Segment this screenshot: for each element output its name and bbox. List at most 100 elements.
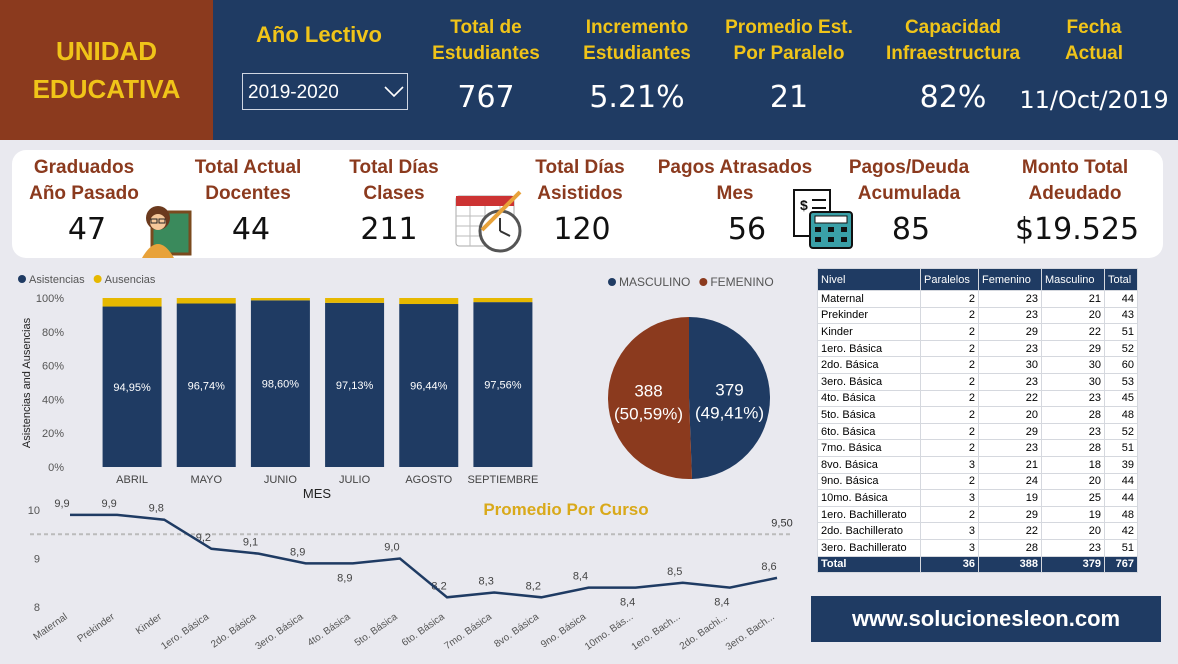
table-cell: 9no. Básica (817, 472, 921, 491)
table-cell: 2 (920, 505, 979, 524)
table-cell: Prekinder (817, 306, 921, 325)
column-header: Nivel (817, 268, 921, 291)
table-cell: 19 (1041, 505, 1105, 524)
header-kpi-label: Total de (450, 17, 522, 38)
year-dropdown[interactable]: 2019-2020 (242, 73, 408, 110)
table-row: 6to. Básica 2 29 23 52 (817, 422, 1138, 441)
table-cell: 3ero. Básica (817, 372, 921, 391)
table-cell: Kinder (817, 323, 921, 341)
table-cell: 18 (1041, 455, 1105, 474)
x-tick-label: JUNIO (264, 474, 297, 486)
line-value-label: 9,8 (149, 503, 164, 515)
footer-url: www.solucionesleon.com (851, 606, 1121, 631)
table-cell: 30 (1041, 372, 1105, 391)
table-cell: 52 (1104, 422, 1138, 441)
table-cell: 24 (978, 472, 1042, 491)
table-cell: 45 (1104, 389, 1138, 408)
x-tick-label: Kinder (134, 611, 165, 637)
x-tick-label: 5to. Básica (353, 611, 400, 649)
header-kpi-value: 11/Oct/2019 (1019, 86, 1169, 114)
table-cell: 42 (1104, 522, 1138, 540)
table-cell: 48 (1104, 406, 1138, 424)
x-tick-label: MAYO (190, 474, 222, 486)
pie-slice (608, 317, 692, 479)
x-tick-label: 2do. Bachi... (678, 611, 730, 652)
legend-marker (699, 278, 708, 286)
line-value-label: 8,2 (526, 580, 541, 592)
kpi-label: Adeudado (1028, 183, 1122, 204)
x-tick-label: Maternal (32, 611, 70, 642)
header-kpi-label: Promedio Est. (725, 17, 853, 38)
table-cell: 2 (920, 306, 979, 325)
pie-percent-label: (49,41%) (695, 403, 764, 422)
table-cell: 20 (1041, 522, 1105, 540)
table-cell: 23 (1041, 538, 1105, 557)
line-value-label: 9,9 (101, 498, 116, 510)
table-cell: 2 (920, 290, 979, 308)
column-header: Femenino (978, 268, 1042, 291)
table-cell: 29 (978, 505, 1042, 524)
table-cell: 2 (920, 323, 979, 341)
table-cell: 48 (1104, 505, 1138, 524)
x-tick-label: 10mo. Bás... (583, 611, 635, 652)
table-row: 3ero. Bachillerato 3 28 23 51 (817, 538, 1138, 557)
column-header: Paralelos (920, 268, 979, 291)
table-cell: 2 (920, 422, 979, 441)
kpi-value: 120 (553, 212, 611, 247)
column-header: Total (1104, 268, 1138, 291)
x-tick-label: 7mo. Básica (443, 611, 495, 652)
table-cell: 29 (1041, 339, 1105, 358)
kpi-label: Pagos Atrasados (657, 157, 813, 178)
kpi-label: Mes (716, 183, 754, 204)
calendar-icon (455, 190, 522, 253)
footer: www.solucionesleon.com (811, 596, 1161, 642)
table-total-row: Total 36 388 379 767 (817, 555, 1138, 574)
table-row: 1ero. Básica 2 23 29 52 (817, 339, 1138, 358)
teacher-icon (142, 206, 192, 258)
table-cell: 20 (1041, 306, 1105, 325)
kpi-panel (12, 150, 1163, 258)
x-tick-label: 3ero. Básica (254, 611, 306, 652)
line-value-label: 8,4 (714, 597, 729, 609)
table-cell: 21 (1041, 290, 1105, 308)
kpi-label: Acumulada (857, 183, 961, 204)
table-row: 2do. Básica 2 30 30 60 (817, 356, 1138, 374)
table-cell: 3 (920, 538, 979, 557)
header-kpi-label: Infraestructura (885, 43, 1021, 64)
table-cell: 51 (1104, 538, 1138, 557)
bar-segment (399, 298, 459, 305)
table-cell: 28 (978, 538, 1042, 557)
header-kpi-label: Por Paralelo (733, 43, 845, 64)
table-row: Kinder 2 29 22 51 (817, 323, 1138, 341)
table-cell: 23 (978, 372, 1042, 391)
table-cell: 2 (920, 372, 979, 391)
legend-label: Asistencias (29, 274, 85, 286)
bar-label: 98,60% (262, 379, 300, 391)
bar-label: 96,44% (410, 381, 448, 393)
y-tick-label: 8 (34, 602, 40, 614)
line-value-label: 9,0 (384, 542, 399, 554)
line-value-label: 8,4 (573, 571, 588, 583)
table-cell: 2 (920, 389, 979, 408)
kpi-label: Total Días (535, 157, 625, 178)
table-cell: 23 (1041, 389, 1105, 408)
legend-label: FEMENINO (710, 275, 773, 289)
header-kpi-label: Actual (1064, 43, 1124, 64)
header-kpi-label: Fecha (1066, 17, 1122, 38)
line-value-label: 9,1 (243, 537, 258, 549)
bar-segment (325, 298, 385, 303)
x-tick-label: 6to. Básica (400, 611, 447, 649)
table-row: 4to. Básica 2 22 23 45 (817, 389, 1138, 408)
table-row: 10mo. Básica 3 19 25 44 (817, 489, 1138, 507)
table-cell: 19 (978, 489, 1042, 507)
x-tick-label: 1ero. Bach... (630, 611, 683, 653)
table-cell: 1ero. Básica (817, 339, 921, 358)
y-tick-label: 40% (42, 394, 64, 406)
table-header: Nivel Paralelos Femenino Masculino Total (817, 268, 1138, 291)
bar-label: 97,56% (484, 380, 522, 392)
y-tick-label: 80% (42, 327, 64, 339)
x-tick-label: 3ero. Bach... (724, 611, 777, 653)
bar-segment (102, 306, 162, 467)
